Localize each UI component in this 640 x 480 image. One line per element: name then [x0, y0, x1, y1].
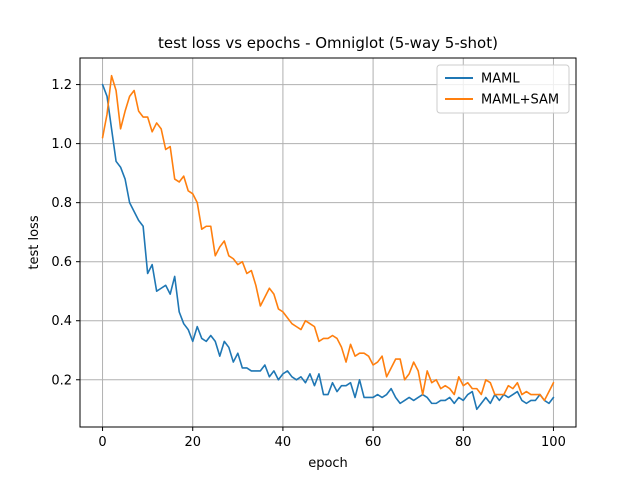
x-tick-label: 20 [184, 435, 201, 450]
y-tick-label: 1.2 [51, 78, 72, 93]
y-tick-label: 0.8 [51, 196, 72, 211]
legend-label-maml-sam: MAML+SAM [481, 93, 559, 108]
x-tick-label: 60 [365, 435, 382, 450]
x-tick-label: 80 [455, 435, 472, 450]
axis-ticks: 0 20 40 60 80 100 0.2 0.4 0.6 0.8 1.0 1.2 [51, 78, 566, 450]
x-axis-title: epoch [308, 456, 348, 471]
chart-title: test loss vs epochs - Omniglot (5-way 5-… [158, 34, 498, 52]
x-tick-label: 40 [275, 435, 292, 450]
series-lines [101, 74, 555, 411]
y-axis-title: test loss [27, 215, 42, 269]
series-line-maml [101, 83, 555, 411]
grid-lines [80, 58, 576, 427]
y-tick-label: 0.2 [51, 373, 72, 388]
legend: MAML MAML+SAM [436, 64, 570, 114]
x-tick-label: 100 [541, 435, 566, 450]
y-tick-label: 0.4 [51, 314, 72, 329]
x-tick-label: 0 [98, 435, 106, 450]
plot-frame [79, 57, 577, 428]
series-line-maml-sam [101, 74, 555, 402]
legend-label-maml: MAML [481, 72, 520, 87]
y-tick-label: 0.6 [51, 255, 72, 270]
y-tick-label: 1.0 [51, 137, 72, 152]
